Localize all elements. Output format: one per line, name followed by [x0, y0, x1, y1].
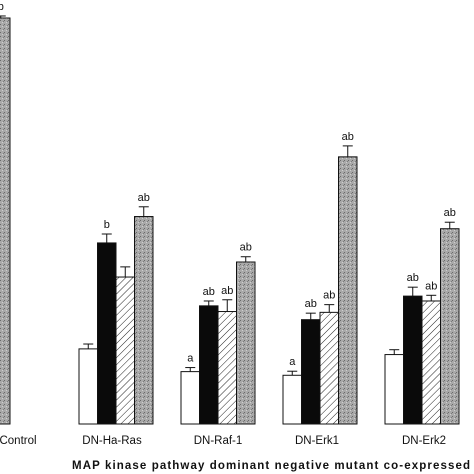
bar-dn-erk2-stippled-gray [441, 229, 460, 424]
bar-group-dn-erk1: aababab [283, 131, 357, 424]
significance-label: ab [203, 286, 215, 298]
significance-label: ab [305, 298, 317, 310]
bar-dn-ha-ras-black [98, 243, 117, 424]
significance-label: b [0, 1, 4, 13]
bar-dn-erk1-black [302, 320, 321, 424]
significance-label: ab [221, 285, 233, 297]
bar-group-dn-erk2: ababab [385, 207, 459, 424]
category-labels: Control DN-Ha-Ras DN-Raf-1 DN-Erk1 DN-Erk2 [0, 435, 446, 447]
bar-dn-raf-1-white [181, 372, 200, 424]
bar-dn-erk1-hatched [320, 312, 339, 424]
bar-dn-erk2-black [404, 296, 423, 424]
bar-dn-raf-1-stippled-gray [237, 262, 256, 424]
x-axis-title: MAP kinase pathway dominant negative mut… [72, 460, 470, 472]
category-label-dn-ha-ras: DN-Ha-Ras [82, 435, 142, 447]
bar-dn-ha-ras-stippled-gray [135, 217, 154, 424]
bar-dn-erk1-white [283, 375, 302, 424]
significance-label: a [187, 353, 194, 365]
significance-label: ab [444, 207, 456, 219]
bar-group-dn-ha-ras: b ab [79, 192, 153, 424]
significance-label: ab [240, 242, 252, 254]
bar-group-control: bbb [0, 1, 10, 424]
bar-dn-erk2-white [385, 355, 404, 424]
significance-label: ab [342, 131, 354, 143]
bar-dn-erk1-stippled-gray [339, 157, 358, 424]
bar-dn-raf-1-black [200, 306, 219, 424]
significance-label: ab [407, 272, 419, 284]
bar-group-dn-raf-1: aababab [181, 242, 255, 424]
bar-dn-erk2-hatched [422, 301, 441, 424]
bar-control-stippled-gray [0, 18, 10, 424]
bar-dn-ha-ras-white [79, 349, 98, 424]
category-label-dn-erk2: DN-Erk2 [402, 435, 446, 447]
category-label-dn-raf-1: DN-Raf-1 [194, 435, 243, 447]
significance-label: b [104, 219, 110, 231]
significance-label: ab [323, 290, 335, 302]
bars-layer: bbbbabaabababaabababababab [0, 1, 459, 424]
significance-label: ab [425, 280, 437, 292]
significance-label: ab [138, 192, 150, 204]
significance-label: a [289, 356, 296, 368]
category-label-control: Control [0, 435, 37, 447]
bar-dn-raf-1-hatched [218, 312, 237, 424]
category-label-dn-erk1: DN-Erk1 [295, 435, 339, 447]
bar-dn-ha-ras-hatched [116, 277, 135, 424]
